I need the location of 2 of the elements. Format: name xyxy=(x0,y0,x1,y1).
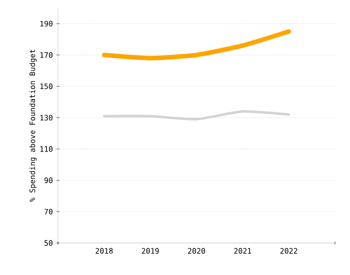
line-series xyxy=(102,29,292,60)
line-series xyxy=(102,110,290,120)
